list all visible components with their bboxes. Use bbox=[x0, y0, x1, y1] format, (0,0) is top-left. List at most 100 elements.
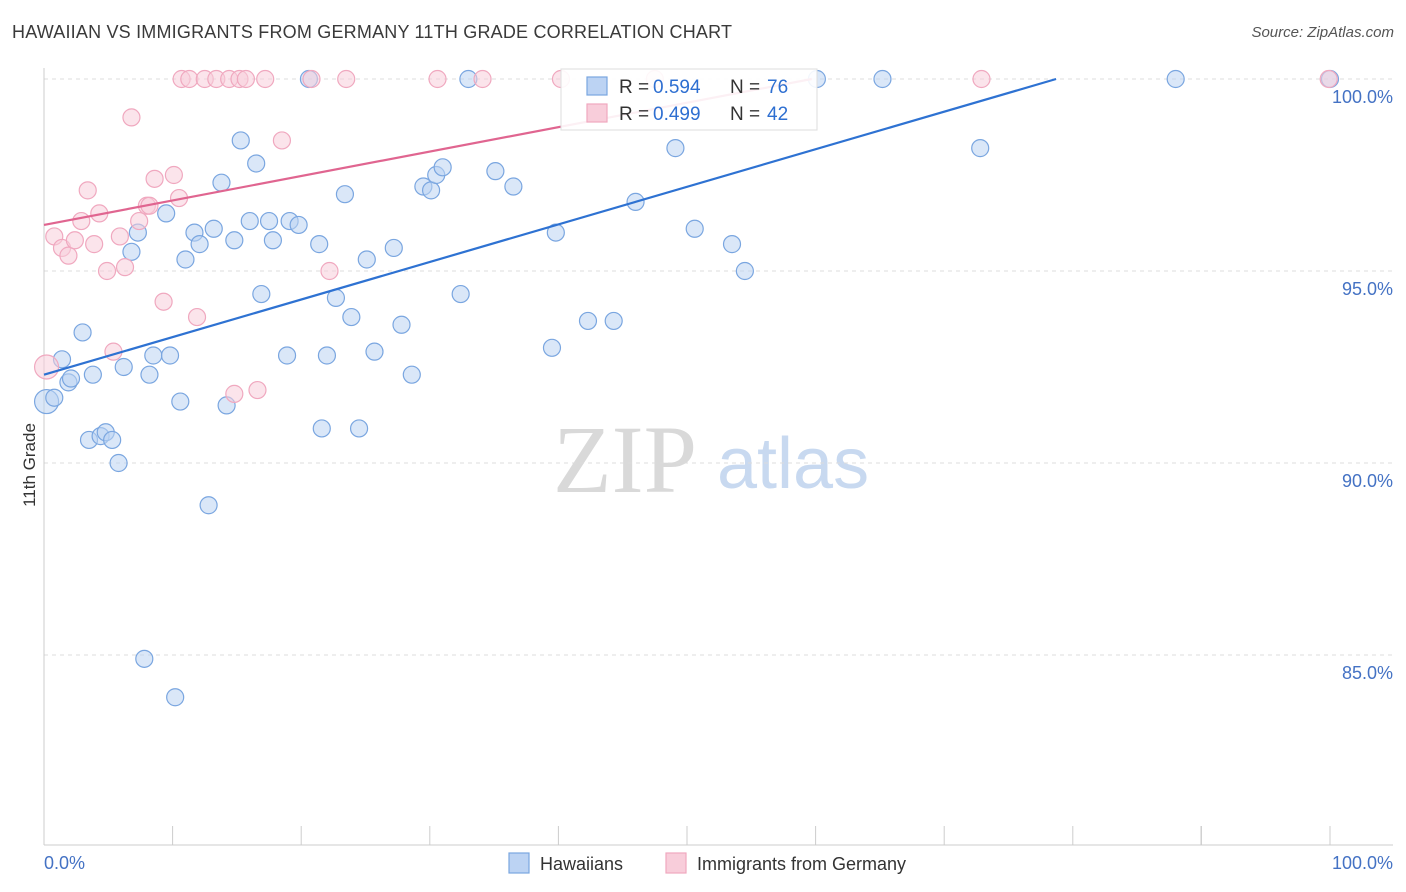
hawaiians-point-36 bbox=[277, 346, 297, 365]
x-tick-label-max: 100.0% bbox=[1332, 853, 1393, 873]
hawaiians-point-26 bbox=[204, 219, 223, 238]
hawaiians-point-15 bbox=[135, 649, 154, 668]
hawaiians-point-70 bbox=[873, 69, 892, 89]
legend-r-label-hawaiians: R = bbox=[619, 77, 649, 98]
germany-point-18 bbox=[154, 292, 173, 311]
germany-point-34 bbox=[320, 261, 339, 281]
y-tick-labels: 100.0% 95.0% 90.0% 85.0% bbox=[1332, 87, 1393, 683]
hawaiians-point-13 bbox=[122, 242, 141, 261]
hawaiians-point-32 bbox=[247, 154, 266, 173]
hawaiians-point-50 bbox=[392, 315, 411, 334]
hawaiians-point-55 bbox=[433, 158, 452, 177]
hawaiians-point-21 bbox=[171, 392, 190, 411]
hawaiians-point-5 bbox=[73, 323, 92, 342]
germany-point-32 bbox=[272, 131, 292, 150]
hawaiians-point-59 bbox=[504, 177, 523, 196]
y-axis-label: 11th Grade bbox=[20, 423, 39, 507]
hawaiians-point-29 bbox=[225, 231, 244, 250]
legend-n-label-germany: N = bbox=[730, 104, 760, 125]
hawaiians-point-53 bbox=[421, 181, 441, 200]
hawaiians-point-62 bbox=[578, 311, 598, 331]
germany-point-35 bbox=[337, 69, 356, 89]
hawaiians-point-66 bbox=[685, 219, 704, 238]
legend-n-value-germany: 42 bbox=[767, 104, 788, 125]
germany-point-23 bbox=[187, 307, 207, 327]
x-tick-label-min: 0.0% bbox=[44, 853, 85, 873]
germany-point-6 bbox=[78, 181, 97, 200]
watermark-atlas: atlas bbox=[717, 424, 869, 504]
hawaiians-point-35 bbox=[263, 231, 283, 250]
hawaiians-point-58 bbox=[486, 162, 505, 181]
germany-point-27 bbox=[225, 384, 244, 403]
hawaiians-point-18 bbox=[157, 204, 176, 223]
hawaiians-point-56 bbox=[451, 284, 470, 304]
germany-point-19 bbox=[164, 165, 183, 185]
axes bbox=[43, 68, 1393, 846]
bottom-legend-label-germany: Immigrants from Germany bbox=[697, 854, 906, 874]
y-tick-label-3: 85.0% bbox=[1342, 663, 1393, 683]
hawaiians-point-46 bbox=[349, 419, 369, 438]
hawaiians-point-47 bbox=[357, 250, 376, 269]
legend-r-value-hawaiians: 0.594 bbox=[653, 77, 701, 98]
germany-point-12 bbox=[115, 258, 135, 277]
hawaiians-point-33 bbox=[252, 284, 271, 304]
hawaiians-point-45 bbox=[342, 307, 361, 327]
germany-point-36 bbox=[428, 69, 447, 89]
bottom-legend: Hawaiians Immigrants from Germany bbox=[508, 852, 906, 874]
legend-r-label-germany: R = bbox=[619, 104, 649, 125]
hawaiians-point-19 bbox=[160, 346, 180, 365]
germany-point-33 bbox=[302, 69, 321, 89]
germany-point-31 bbox=[256, 69, 275, 89]
series-germany-points bbox=[33, 69, 1338, 403]
hawaiians-point-44 bbox=[335, 185, 355, 204]
hawaiians-point-65 bbox=[666, 139, 685, 158]
germany-point-14 bbox=[130, 211, 149, 231]
watermark: ZIP atlas bbox=[553, 406, 869, 513]
hawaiians-point-25 bbox=[199, 496, 218, 515]
hawaiians-point-4 bbox=[61, 369, 81, 388]
x-tick-labels: 0.0% 100.0% bbox=[44, 853, 1393, 873]
watermark-zip: ZIP bbox=[553, 406, 697, 513]
hawaiians-point-20 bbox=[166, 688, 185, 707]
y-tick-label-2: 90.0% bbox=[1342, 471, 1393, 491]
hawaiians-point-12 bbox=[114, 357, 133, 377]
germany-point-41 bbox=[1319, 69, 1338, 89]
hawaiians-point-30 bbox=[231, 131, 250, 150]
hawaiians-point-49 bbox=[384, 238, 403, 258]
hawaiians-point-34 bbox=[259, 211, 279, 231]
germany-point-29 bbox=[236, 69, 256, 89]
grid bbox=[44, 78, 1393, 656]
hawaiians-point-10 bbox=[103, 430, 122, 450]
hawaiians-point-67 bbox=[722, 235, 742, 254]
hawaiians-point-40 bbox=[310, 235, 329, 254]
legend-n-label-hawaiians: N = bbox=[730, 77, 760, 98]
chart-title: HAWAIIAN VS IMMIGRANTS FROM GERMANY 11TH… bbox=[12, 22, 733, 42]
germany-point-0 bbox=[33, 354, 60, 380]
germany-point-9 bbox=[97, 261, 117, 281]
hawaiians-point-17 bbox=[144, 346, 163, 365]
germany-point-4 bbox=[65, 231, 84, 250]
legend-n-value-hawaiians: 76 bbox=[767, 77, 788, 98]
hawaiians-point-51 bbox=[402, 365, 421, 384]
hawaiians-point-27 bbox=[212, 173, 231, 192]
legend-swatch-germany bbox=[586, 103, 608, 123]
germany-point-40 bbox=[972, 69, 991, 89]
germany-point-7 bbox=[85, 235, 104, 254]
hawaiians-point-42 bbox=[317, 346, 337, 365]
hawaiians-point-48 bbox=[365, 342, 384, 361]
hawaiians-point-7 bbox=[83, 365, 102, 384]
hawaiians-point-71 bbox=[971, 139, 990, 158]
bottom-legend-label-hawaiians: Hawaiians bbox=[540, 854, 623, 874]
hawaiians-point-16 bbox=[140, 365, 159, 384]
hawaiians-point-24 bbox=[190, 235, 209, 254]
hawaiians-trendline bbox=[43, 77, 1057, 376]
legend-box: R = 0.594 N = 76 R = 0.499 N = 42 bbox=[560, 68, 818, 131]
germany-point-3 bbox=[59, 246, 78, 265]
germany-point-13 bbox=[122, 108, 141, 127]
germany-point-17 bbox=[145, 169, 164, 188]
hawaiians-point-11 bbox=[109, 453, 128, 473]
germany-point-11 bbox=[110, 227, 129, 246]
legend-r-value-germany: 0.499 bbox=[653, 104, 701, 125]
bottom-legend-swatch-germany bbox=[665, 852, 687, 874]
